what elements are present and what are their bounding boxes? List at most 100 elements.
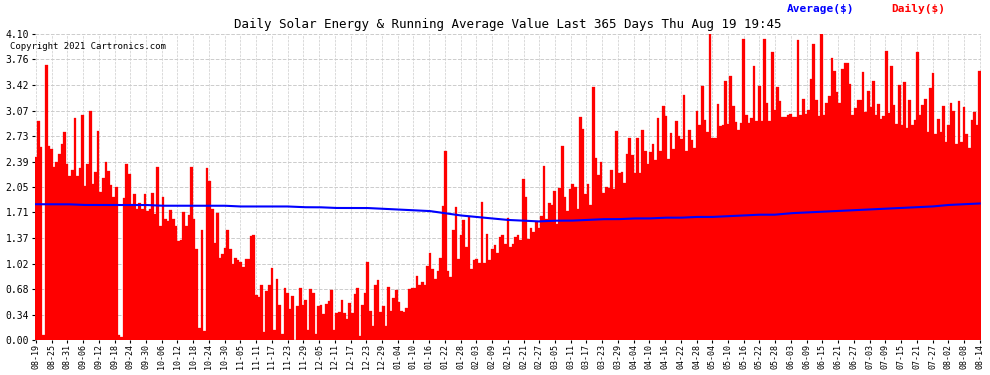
Bar (732, 106, 735, 340)
Bar (421, 282, 424, 340)
Bar (818, 116, 821, 340)
Bar (807, 110, 810, 340)
Bar (307, 330, 310, 340)
Bar (133, 194, 136, 340)
Bar (714, 138, 717, 340)
Bar (475, 259, 478, 340)
Bar (229, 249, 232, 340)
Bar (353, 294, 356, 340)
Bar (180, 240, 182, 340)
Bar (302, 305, 304, 340)
Bar (278, 305, 281, 340)
Bar (877, 104, 880, 340)
Bar (672, 149, 675, 340)
Bar (784, 117, 786, 340)
Bar (646, 164, 649, 340)
Bar (120, 337, 123, 340)
Bar (107, 171, 110, 340)
Bar (919, 115, 922, 340)
Bar (286, 292, 289, 340)
Bar (745, 115, 747, 340)
Bar (802, 99, 805, 340)
Bar (126, 164, 128, 340)
Bar (265, 291, 268, 340)
Bar (509, 247, 512, 340)
Bar (901, 125, 903, 340)
Bar (597, 175, 600, 340)
Bar (916, 52, 919, 340)
Bar (930, 88, 932, 340)
Bar (78, 168, 81, 340)
Bar (390, 312, 392, 340)
Bar (535, 222, 538, 340)
Bar (867, 91, 869, 340)
Bar (317, 306, 320, 340)
Bar (623, 183, 626, 340)
Bar (185, 226, 187, 340)
Bar (211, 209, 214, 340)
Bar (605, 187, 608, 340)
Bar (89, 111, 92, 340)
Bar (177, 241, 180, 340)
Bar (123, 198, 126, 340)
Bar (310, 289, 312, 340)
Bar (548, 202, 550, 340)
Bar (416, 276, 419, 340)
Bar (344, 314, 346, 340)
Bar (618, 172, 621, 340)
Bar (60, 144, 63, 340)
Bar (841, 69, 843, 340)
Bar (861, 72, 864, 340)
Bar (603, 193, 605, 340)
Bar (323, 314, 325, 340)
Bar (148, 209, 151, 340)
Bar (752, 66, 755, 340)
Bar (683, 94, 685, 340)
Bar (336, 313, 338, 340)
Bar (763, 39, 766, 340)
Bar (156, 167, 159, 340)
Bar (208, 181, 211, 340)
Bar (470, 269, 473, 340)
Bar (955, 144, 957, 340)
Bar (561, 146, 563, 340)
Bar (350, 313, 353, 340)
Bar (299, 288, 302, 340)
Bar (545, 219, 548, 340)
Bar (40, 147, 43, 340)
Bar (631, 155, 634, 340)
Bar (944, 142, 947, 340)
Bar (198, 328, 201, 340)
Bar (187, 216, 190, 340)
Bar (480, 202, 483, 340)
Text: Average($): Average($) (787, 4, 854, 14)
Bar (579, 117, 582, 340)
Bar (201, 230, 203, 340)
Bar (400, 310, 403, 340)
Bar (760, 121, 763, 340)
Bar (895, 124, 898, 340)
Bar (437, 272, 440, 340)
Bar (190, 166, 193, 340)
Bar (237, 260, 240, 340)
Bar (834, 71, 836, 340)
Bar (755, 121, 758, 340)
Bar (169, 210, 172, 340)
Bar (719, 126, 722, 340)
Bar (747, 123, 750, 340)
Bar (488, 260, 491, 340)
Bar (341, 300, 344, 340)
Bar (245, 259, 248, 340)
Bar (657, 118, 659, 340)
Bar (742, 39, 745, 340)
Bar (92, 184, 94, 340)
Bar (52, 167, 55, 340)
Bar (151, 193, 153, 340)
Bar (942, 106, 944, 340)
Bar (454, 207, 457, 340)
Bar (167, 221, 169, 340)
Bar (843, 63, 846, 340)
Bar (558, 188, 561, 340)
Bar (789, 114, 792, 340)
Bar (172, 219, 174, 340)
